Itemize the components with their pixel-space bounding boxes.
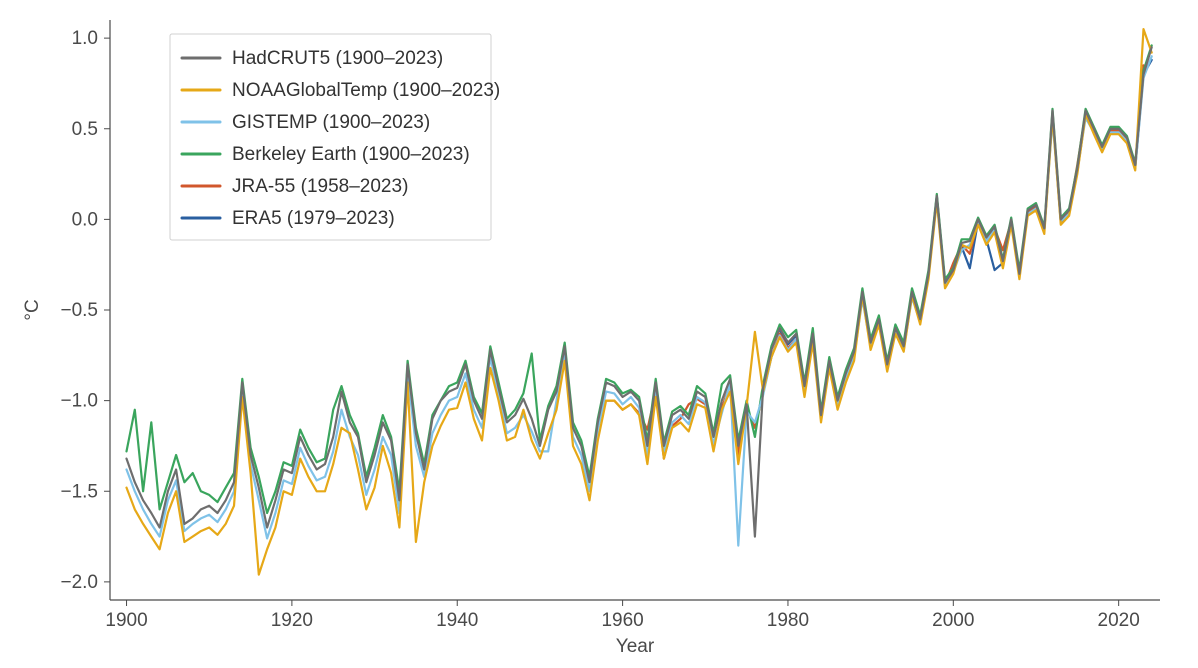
temperature-anomaly-chart: 1900 1920 1940 1960 1980 2000 2020 Year −2.0 −1.5… <box>0 0 1198 668</box>
y-axis-label: °C <box>22 299 43 320</box>
x-tick-label: 1980 <box>767 610 809 631</box>
legend: HadCRUT5 (1900–2023) NOAAGlobalTemp (1900… <box>170 34 500 240</box>
x-tick-label: 1920 <box>271 610 313 631</box>
y-tick-label: −1.5 <box>60 481 98 502</box>
x-axis-label: Year <box>616 636 655 657</box>
x-tick-label: 2020 <box>1098 610 1140 631</box>
legend-label: JRA-55 (1958–2023) <box>232 176 408 197</box>
y-tick-label: −2.0 <box>60 572 98 593</box>
x-tick-label: 1940 <box>436 610 478 631</box>
x-tick-label: 1900 <box>105 610 147 631</box>
legend-label: GISTEMP (1900–2023) <box>232 112 430 133</box>
x-tick-label: 1960 <box>601 610 643 631</box>
legend-label: Berkeley Earth (1900–2023) <box>232 144 470 165</box>
chart-svg: 1900 1920 1940 1960 1980 2000 2020 Year −2.0 −1.5… <box>0 0 1198 668</box>
y-tick-label: −1.0 <box>60 391 98 412</box>
y-tick-label: 0.0 <box>72 209 98 230</box>
y-tick-label: 1.0 <box>72 28 98 49</box>
legend-label: NOAAGlobalTemp (1900–2023) <box>232 80 500 101</box>
legend-label: ERA5 (1979–2023) <box>232 208 395 229</box>
x-tick-label: 2000 <box>932 610 974 631</box>
y-tick-label: −0.5 <box>60 300 98 321</box>
legend-label: HadCRUT5 (1900–2023) <box>232 48 443 69</box>
y-tick-label: 0.5 <box>72 119 98 140</box>
